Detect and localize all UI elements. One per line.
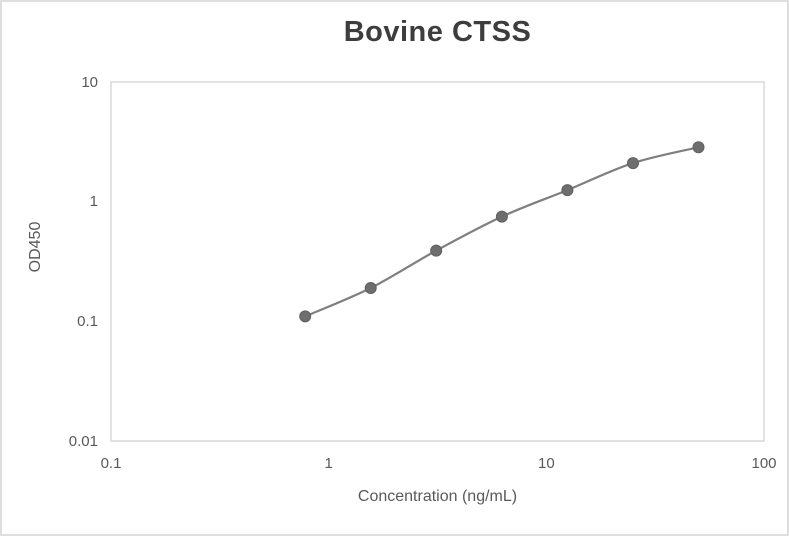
series-line xyxy=(304,146,699,318)
data-point-marker xyxy=(692,141,705,154)
data-point-marker xyxy=(561,184,574,197)
y-axis-title: OD450 xyxy=(27,221,44,273)
data-point-marker xyxy=(364,282,377,294)
data-point-marker xyxy=(495,210,508,223)
data-point-marker xyxy=(430,244,443,257)
plot-area-border xyxy=(110,81,765,442)
chart-title: Bovine CTSS xyxy=(343,16,532,48)
data-point-marker xyxy=(299,310,312,323)
x-axis-title: Concentration (ng/mL) xyxy=(357,488,518,505)
data-point-marker xyxy=(627,157,639,170)
